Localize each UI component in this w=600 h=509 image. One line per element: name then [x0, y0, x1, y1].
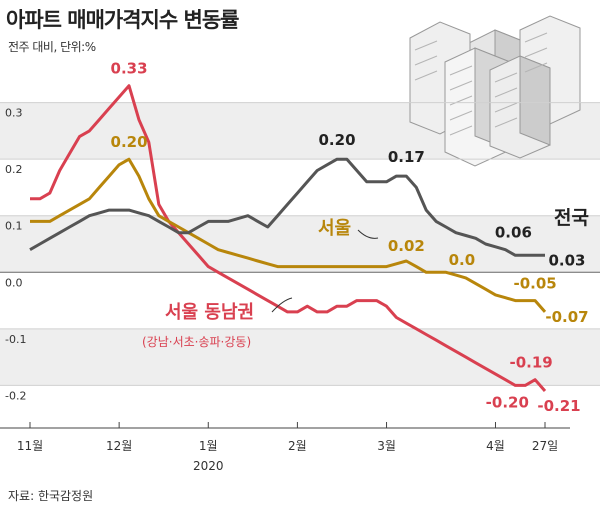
chart-subtitle: 전주 대비, 단위:%: [8, 40, 96, 54]
x-tick-label: 3월: [377, 439, 396, 453]
series-line: [30, 84, 547, 392]
x-tick-label: 4월: [486, 439, 505, 453]
data-label: -0.20: [486, 393, 529, 411]
series-line: [30, 157, 547, 313]
y-tick-label: 0.0: [5, 276, 23, 289]
apartment-buildings-icon: [409, 15, 581, 167]
data-label: -0.21: [537, 397, 580, 415]
y-tick-label: -0.2: [5, 389, 26, 402]
chart-title: 아파트 매매가격지수 변동률: [6, 8, 239, 32]
annotation-arrow: [271, 297, 293, 313]
x-tick-label: 27일: [532, 439, 558, 453]
data-label: 0.02: [388, 237, 425, 255]
grid-band: [0, 215, 600, 273]
y-tick-label: 0.1: [5, 220, 23, 233]
data-label: 0.17: [388, 148, 425, 166]
data-label: 0.20: [319, 131, 356, 149]
y-tick-label: 0.3: [5, 107, 23, 120]
data-label: -0.05: [513, 275, 556, 293]
data-label: -0.19: [509, 354, 552, 372]
data-label: 0.20: [111, 133, 148, 151]
series-name-label: 서울: [318, 218, 351, 239]
series-line: [29, 157, 545, 257]
series-note-label: (강남·서초·송파·강동): [142, 335, 251, 349]
y-tick-label: 0.2: [5, 163, 23, 176]
data-label: -0.07: [545, 308, 588, 326]
x-tick-label: 2월: [288, 439, 307, 453]
annotation-arrow: [357, 229, 379, 239]
source-note: 자료: 한국감정원: [8, 489, 94, 503]
y-tick-label: -0.1: [5, 333, 26, 346]
data-label: 0.33: [111, 60, 148, 78]
x-tick-label: 11월: [17, 439, 43, 453]
data-label: 0.06: [495, 224, 532, 242]
series-name-label: 전국: [554, 207, 589, 229]
x-year-label: 2020: [193, 459, 224, 473]
data-label: 0.03: [548, 251, 585, 269]
x-tick-label: 12월: [106, 439, 132, 453]
x-tick-label: 1월: [199, 439, 218, 453]
data-label: 0.0: [449, 251, 476, 269]
series-name-label: 서울 동남권: [165, 302, 254, 323]
